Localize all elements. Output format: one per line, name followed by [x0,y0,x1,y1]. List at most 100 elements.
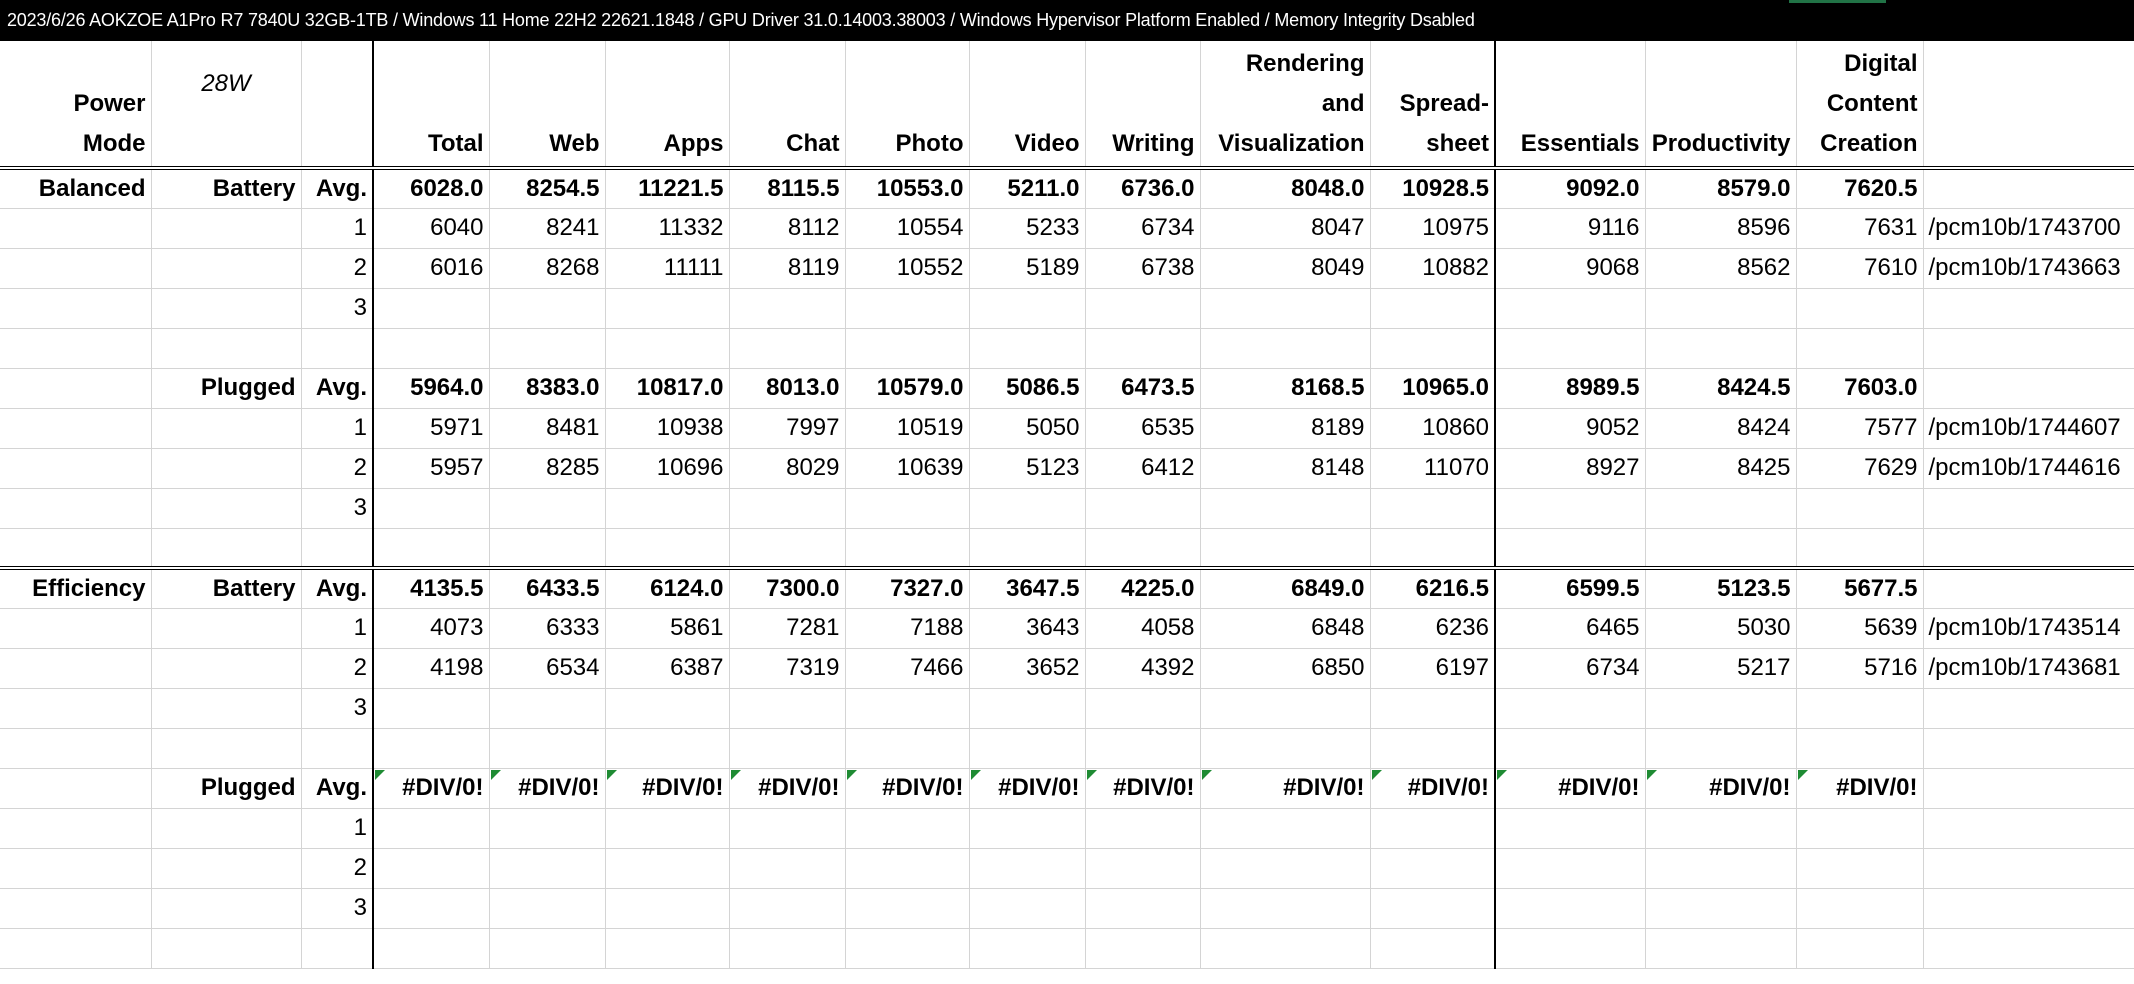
score-cell[interactable] [845,888,970,929]
score-cell[interactable]: #DIV/0! [845,767,970,809]
power-source-cell[interactable] [151,328,302,369]
result-url-cell[interactable] [1923,168,2134,209]
score-cell[interactable]: 10882 [1370,248,1496,289]
score-cell[interactable]: 5211.0 [969,168,1086,209]
score-cell[interactable]: 8148 [1200,448,1371,489]
power-source-cell[interactable] [151,288,302,329]
score-cell[interactable]: 6535 [1085,408,1201,449]
header-spreadsheet[interactable]: Spread-sheet [1370,41,1496,170]
score-cell[interactable]: 6736.0 [1085,168,1201,209]
title-cell[interactable]: 2023/6/26 AOKZOE A1Pro R7 7840U 32GB-1TB… [0,0,2134,41]
score-cell[interactable]: 10552 [845,248,970,289]
score-cell[interactable] [729,928,846,969]
score-cell[interactable]: 8047 [1200,208,1371,249]
score-cell[interactable]: 10639 [845,448,970,489]
run-cell[interactable]: 1 [301,408,374,449]
score-cell[interactable]: 5030 [1645,608,1797,649]
score-cell[interactable] [729,688,846,729]
result-url-cell[interactable] [1923,288,2134,329]
run-cell[interactable]: 2 [301,448,374,489]
power-mode-cell[interactable]: Efficiency [0,566,152,609]
power-source-cell[interactable] [151,848,302,889]
score-cell[interactable]: 8029 [729,448,846,489]
score-cell[interactable] [1085,488,1201,529]
score-cell[interactable]: 5964.0 [373,367,490,409]
score-cell[interactable]: 6848 [1200,608,1371,649]
score-cell[interactable] [373,528,490,569]
score-cell[interactable] [373,488,490,529]
run-cell[interactable]: 3 [301,888,374,929]
power-source-cell[interactable] [151,528,302,569]
score-cell[interactable]: 8579.0 [1645,168,1797,209]
power-source-cell[interactable] [151,408,302,449]
score-cell[interactable] [489,288,606,329]
score-cell[interactable]: 3647.5 [969,566,1086,609]
score-cell[interactable]: #DIV/0! [1495,767,1646,809]
run-cell[interactable]: Avg. [301,566,374,609]
run-cell[interactable]: Avg. [301,367,374,409]
score-cell[interactable]: #DIV/0! [1085,767,1201,809]
header-essentials[interactable]: Essentials [1495,41,1646,170]
header-wattage[interactable]: 28W [151,41,302,170]
power-mode-cell[interactable] [0,528,152,569]
power-source-cell[interactable] [151,248,302,289]
result-url-cell[interactable] [1923,888,2134,929]
score-cell[interactable] [1796,288,1924,329]
run-cell[interactable] [301,928,374,969]
score-cell[interactable]: 7631 [1796,208,1924,249]
score-cell[interactable] [1796,488,1924,529]
score-cell[interactable] [1796,688,1924,729]
power-source-cell[interactable] [151,728,302,769]
power-source-cell[interactable]: Battery [151,168,302,209]
score-cell[interactable]: 8424.5 [1645,367,1797,409]
result-url-cell[interactable] [1923,367,2134,409]
score-cell[interactable]: 6850 [1200,648,1371,689]
score-cell[interactable] [1200,928,1371,969]
power-source-cell[interactable] [151,688,302,729]
power-mode-cell[interactable] [0,408,152,449]
score-cell[interactable] [1645,848,1797,889]
score-cell[interactable]: 5716 [1796,648,1924,689]
score-cell[interactable]: 3652 [969,648,1086,689]
score-cell[interactable]: 7188 [845,608,970,649]
score-cell[interactable] [1495,328,1646,369]
score-cell[interactable]: 6412 [1085,448,1201,489]
score-cell[interactable] [1370,728,1496,769]
score-cell[interactable]: #DIV/0! [1796,767,1924,809]
score-cell[interactable]: 7466 [845,648,970,689]
score-cell[interactable] [1200,728,1371,769]
result-url-cell[interactable]: /pcm10b/1743663 [1923,248,2134,289]
power-source-cell[interactable]: Plugged [151,767,302,809]
score-cell[interactable] [1200,488,1371,529]
score-cell[interactable] [729,728,846,769]
result-url-cell[interactable] [1923,848,2134,889]
header-rendering-visualization[interactable]: Rendering and Visualization [1200,41,1371,170]
score-cell[interactable] [1796,808,1924,849]
score-cell[interactable] [489,928,606,969]
run-cell[interactable]: Avg. [301,168,374,209]
result-url-cell[interactable] [1923,808,2134,849]
score-cell[interactable]: 6849.0 [1200,566,1371,609]
score-cell[interactable]: 7300.0 [729,566,846,609]
score-cell[interactable]: 10579.0 [845,367,970,409]
score-cell[interactable]: 6433.5 [489,566,606,609]
power-mode-cell[interactable] [0,928,152,969]
score-cell[interactable]: 6216.5 [1370,566,1496,609]
score-cell[interactable]: #DIV/0! [1645,767,1797,809]
header-chat[interactable]: Chat [729,41,846,170]
score-cell[interactable] [1645,888,1797,929]
score-cell[interactable]: 5123.5 [1645,566,1797,609]
score-cell[interactable]: 5233 [969,208,1086,249]
run-cell[interactable]: 1 [301,808,374,849]
score-cell[interactable] [1200,528,1371,569]
score-cell[interactable]: 8189 [1200,408,1371,449]
score-cell[interactable]: 8168.5 [1200,367,1371,409]
score-cell[interactable]: 7997 [729,408,846,449]
score-cell[interactable] [845,328,970,369]
score-cell[interactable]: 8989.5 [1495,367,1646,409]
score-cell[interactable]: 6599.5 [1495,566,1646,609]
score-cell[interactable]: #DIV/0! [605,767,730,809]
power-mode-cell[interactable] [0,888,152,929]
header-writing[interactable]: Writing [1085,41,1201,170]
score-cell[interactable] [729,488,846,529]
